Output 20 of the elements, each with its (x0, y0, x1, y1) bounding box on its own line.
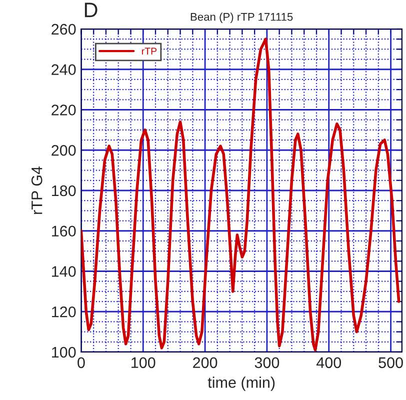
text: D (84, 2, 98, 18)
y-tick-label: 140 (52, 266, 76, 277)
y-tick-label: 260 (52, 24, 76, 35)
x-axis-title: time (min) (208, 376, 275, 391)
x-tick-label: 100 (132, 357, 156, 368)
y-tick-label: 180 (52, 185, 76, 196)
x-tick-label: 500 (378, 357, 403, 368)
x-tick-label: 400 (316, 357, 342, 368)
y-axis-title: rTP G4 (31, 166, 42, 214)
y-tick-label: 220 (52, 104, 76, 116)
y-tick-label: 100 (52, 346, 76, 358)
legend-label: rTP (142, 48, 157, 54)
chart-title: Bean (P) rTP 171115 (190, 12, 293, 23)
y-tick-label: 160 (52, 226, 76, 237)
y-tick-label: 200 (52, 144, 76, 156)
x-tick-label: 0 (78, 357, 85, 368)
y-tick-label: 240 (52, 64, 76, 76)
y-tick-label: 120 (52, 306, 76, 318)
x-tick-label: 200 (193, 357, 218, 368)
x-tick-label: 300 (254, 357, 280, 368)
